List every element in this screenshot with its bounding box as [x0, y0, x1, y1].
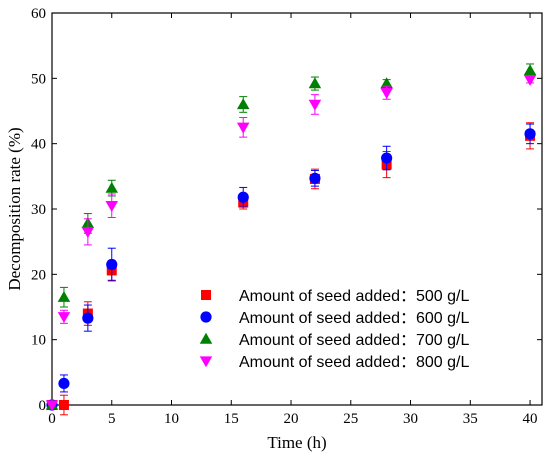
data-point-triangle-down [199, 356, 213, 368]
data-point-triangle-up [380, 77, 393, 89]
data-point-circle [106, 258, 118, 271]
data-point-circle [524, 128, 536, 140]
series-2 [46, 123, 536, 411]
data-point-triangle-down [105, 201, 119, 212]
y-tick-label: 40 [31, 137, 46, 153]
data-point-triangle-up [199, 332, 213, 344]
y-tick-label: 20 [31, 267, 46, 283]
legend-label: Amount of seed added：600 g/L [239, 310, 469, 327]
x-tick-label: 40 [523, 411, 538, 427]
y-tick-label: 60 [31, 6, 46, 22]
data-point-triangle-down [236, 122, 250, 134]
data-point-circle [82, 312, 94, 324]
data-point-triangle-up [523, 64, 537, 76]
data-point-triangle-up [105, 181, 119, 193]
x-axis-title: Time (h) [267, 433, 326, 452]
x-tick-label: 15 [224, 411, 239, 427]
data-point-triangle-up [236, 98, 250, 110]
x-tick-label: 20 [284, 411, 299, 427]
x-tick-label: 0 [48, 411, 56, 427]
legend-label: Amount of seed added：800 g/L [239, 354, 469, 371]
data-point-circle [237, 191, 249, 203]
data-point-square [201, 290, 211, 300]
data-point-square [58, 400, 69, 410]
data-point-triangle-down [81, 227, 95, 239]
y-tick-label: 30 [31, 202, 46, 218]
x-tick-label: 25 [343, 411, 358, 427]
data-point-triangle-down [45, 400, 59, 412]
legend: Amount of seed added：500 g/L Amount of se… [199, 288, 469, 371]
series-4 [45, 74, 537, 412]
data-point-circle [381, 152, 393, 164]
x-tick-label: 10 [164, 411, 179, 427]
data-point-triangle-down [523, 74, 537, 86]
data-marks [45, 63, 537, 416]
legend-label: Amount of seed added：500 g/L [239, 288, 469, 305]
y-tick-label: 10 [31, 333, 46, 349]
legend-label: Amount of seed added：700 g/L [239, 332, 469, 349]
data-point-triangle-up [57, 290, 71, 302]
data-point-triangle-down [308, 99, 322, 111]
x-tick-label: 5 [108, 411, 116, 427]
data-point-triangle-down [380, 88, 393, 99]
y-axis-title: Decomposition rate (%) [5, 127, 24, 290]
data-point-circle [200, 311, 212, 323]
y-tick-label: 0 [39, 398, 47, 414]
axis-ticks: 0 5 10 15 20 25 30 35 40 0 10 20 30 40 50 60 [31, 6, 542, 427]
data-point-circle [58, 377, 70, 390]
data-point-triangle-up [308, 77, 322, 89]
data-point-circle [309, 172, 321, 184]
data-point-triangle-down [57, 312, 71, 324]
y-tick-label: 50 [31, 71, 46, 87]
x-tick-label: 35 [463, 411, 478, 427]
x-tick-label: 30 [403, 411, 418, 427]
